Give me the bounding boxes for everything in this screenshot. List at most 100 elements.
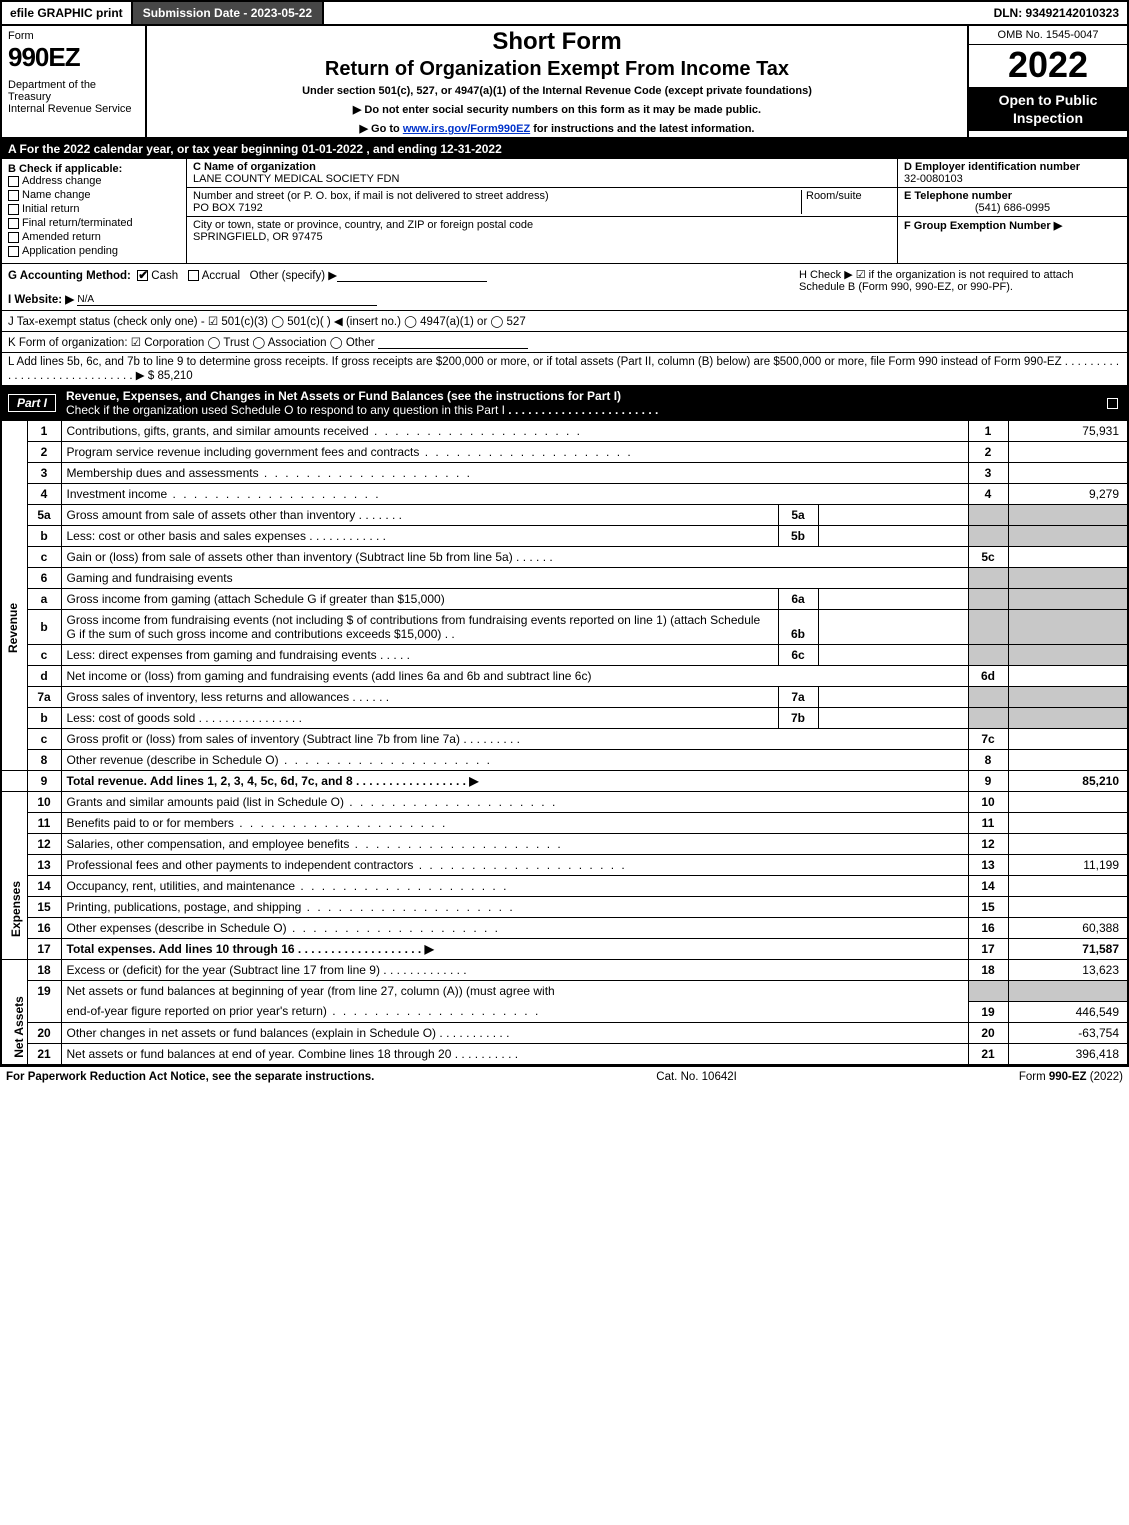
footer-left: For Paperwork Reduction Act Notice, see …: [6, 1071, 374, 1083]
c-name-label: C Name of organization: [193, 161, 316, 173]
section-GH: G Accounting Method: Cash Accrual Other …: [0, 264, 1129, 311]
line5c-value: [1008, 547, 1128, 568]
line16-value: 60,388: [1008, 918, 1128, 939]
line21-value: 396,418: [1008, 1043, 1128, 1065]
chk-initial-return[interactable]: Initial return: [8, 203, 180, 215]
dln-label: DLN: 93492142010323: [986, 2, 1127, 24]
line7b-value: [818, 708, 968, 729]
row-G: G Accounting Method: Cash Accrual Other …: [8, 268, 791, 282]
header-right: OMB No. 1545-0047 2022 Open to Public In…: [967, 26, 1127, 137]
submission-date: Submission Date - 2023-05-22: [133, 2, 324, 24]
part-I-checkbox[interactable]: [1107, 396, 1121, 410]
line1-value: 75,931: [1008, 421, 1128, 442]
room-label: Room/suite: [806, 190, 862, 202]
city-label: City or town, state or province, country…: [193, 219, 533, 231]
chk-cash[interactable]: [137, 270, 148, 281]
top-bar: efile GRAPHIC print Submission Date - 20…: [0, 0, 1129, 26]
street-label: Number and street (or P. O. box, if mail…: [193, 190, 549, 202]
col-C: C Name of organization LANE COUNTY MEDIC…: [187, 159, 897, 263]
e-label: E Telephone number: [904, 190, 1012, 202]
warn-ssn: ▶ Do not enter social security numbers o…: [153, 103, 961, 116]
h-text: H Check ▶ ☑ if the organization is not r…: [799, 269, 1074, 293]
website-value: N/A: [77, 294, 94, 305]
goto-post: for instructions and the latest informat…: [533, 123, 754, 135]
line20-value: -63,754: [1008, 1022, 1128, 1043]
line5a-value: [818, 505, 968, 526]
b-label: B Check if applicable:: [8, 163, 180, 175]
part-I-title: Revenue, Expenses, and Changes in Net As…: [66, 389, 658, 417]
chk-accrual[interactable]: [188, 270, 199, 281]
row-L: L Add lines 5b, 6c, and 7b to line 9 to …: [0, 353, 1129, 386]
goto-line: ▶ Go to www.irs.gov/Form990EZ for instru…: [153, 122, 961, 135]
row-J: J Tax-exempt status (check only one) - ☑…: [0, 311, 1129, 332]
vert-netassets: Net Assets: [1, 960, 27, 1065]
chk-application-pending[interactable]: Application pending: [8, 245, 180, 257]
line17-value: 71,587: [1008, 939, 1128, 960]
vert-revenue: Revenue: [1, 421, 27, 771]
org-name: LANE COUNTY MEDICAL SOCIETY FDN: [193, 173, 399, 185]
chk-address-change[interactable]: Address change: [8, 175, 180, 187]
line14-value: [1008, 876, 1128, 897]
line7a-value: [818, 687, 968, 708]
open-public: Open to Public Inspection: [969, 87, 1127, 131]
line7c-value: [1008, 729, 1128, 750]
dept-label: Department of the Treasury Internal Reve…: [8, 79, 139, 115]
line18-value: 13,623: [1008, 960, 1128, 981]
line4-value: 9,279: [1008, 484, 1128, 505]
goto-pre: ▶ Go to: [360, 123, 403, 135]
row-H: H Check ▶ ☑ if the organization is not r…: [791, 268, 1121, 306]
row-A: A For the 2022 calendar year, or tax yea…: [0, 139, 1129, 159]
form-header: Form 990EZ Department of the Treasury In…: [0, 26, 1129, 139]
part-I-table: Revenue 1 Contributions, gifts, grants, …: [0, 420, 1129, 1066]
line6c-value: [818, 645, 968, 666]
form-number: 990EZ: [8, 42, 139, 73]
title-short-form: Short Form: [153, 28, 961, 56]
footer-catno: Cat. No. 10642I: [374, 1071, 1019, 1083]
line8-value: [1008, 750, 1128, 771]
col-DEF: D Employer identification number 32-0080…: [897, 159, 1127, 263]
irs-link[interactable]: www.irs.gov/Form990EZ: [403, 123, 530, 135]
vert-expenses: Expenses: [1, 792, 27, 960]
gross-receipts: 85,210: [157, 370, 192, 382]
line6b-value: [818, 610, 968, 645]
line3-value: [1008, 463, 1128, 484]
form-label: Form: [8, 30, 139, 42]
chk-final-return[interactable]: Final return/terminated: [8, 217, 180, 229]
tax-year: 2022: [969, 45, 1127, 87]
part-I-header: Part I Revenue, Expenses, and Changes in…: [0, 386, 1129, 420]
efile-label: efile GRAPHIC print: [2, 2, 133, 24]
topbar-spacer: [324, 2, 985, 24]
page-footer: For Paperwork Reduction Act Notice, see …: [0, 1066, 1129, 1087]
line19-value: 446,549: [1008, 1001, 1128, 1022]
city-value: SPRINGFIELD, OR 97475: [193, 231, 323, 243]
omb-number: OMB No. 1545-0047: [969, 26, 1127, 45]
street-value: PO BOX 7192: [193, 202, 263, 214]
phone-value: (541) 686-0995: [904, 202, 1121, 214]
line12-value: [1008, 834, 1128, 855]
col-B: B Check if applicable: Address change Na…: [2, 159, 187, 263]
header-left: Form 990EZ Department of the Treasury In…: [2, 26, 147, 137]
chk-name-change[interactable]: Name change: [8, 189, 180, 201]
section-bcdef: B Check if applicable: Address change Na…: [0, 159, 1129, 264]
header-mid: Short Form Return of Organization Exempt…: [147, 26, 967, 137]
part-I-tab: Part I: [8, 394, 56, 412]
f-label: F Group Exemption Number ▶: [904, 220, 1062, 232]
line6d-value: [1008, 666, 1128, 687]
row-I: I Website: ▶ N/A: [8, 292, 791, 306]
chk-amended-return[interactable]: Amended return: [8, 231, 180, 243]
line5b-value: [818, 526, 968, 547]
under-section: Under section 501(c), 527, or 4947(a)(1)…: [153, 85, 961, 97]
line13-value: 11,199: [1008, 855, 1128, 876]
line9-value: 85,210: [1008, 771, 1128, 792]
line6a-value: [818, 589, 968, 610]
row-K: K Form of organization: ☑ Corporation ◯ …: [0, 332, 1129, 353]
line2-value: [1008, 442, 1128, 463]
other-blank: [337, 281, 487, 282]
ein-value: 32-0080103: [904, 173, 963, 185]
line10-value: [1008, 792, 1128, 813]
footer-formref: Form 990-EZ (2022): [1019, 1071, 1123, 1083]
line11-value: [1008, 813, 1128, 834]
title-return: Return of Organization Exempt From Incom…: [153, 58, 961, 81]
d-label: D Employer identification number: [904, 161, 1080, 173]
line15-value: [1008, 897, 1128, 918]
